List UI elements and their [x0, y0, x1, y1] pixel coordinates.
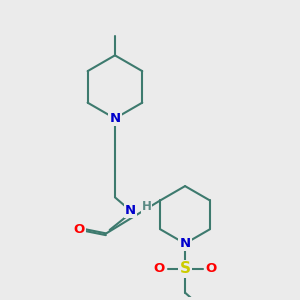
Text: O: O [154, 262, 165, 275]
Text: O: O [205, 262, 216, 275]
Text: N: N [125, 204, 136, 217]
Text: O: O [73, 223, 85, 236]
Text: H: H [142, 200, 152, 213]
Text: N: N [110, 112, 121, 125]
Text: N: N [179, 237, 191, 250]
Text: S: S [180, 261, 190, 276]
